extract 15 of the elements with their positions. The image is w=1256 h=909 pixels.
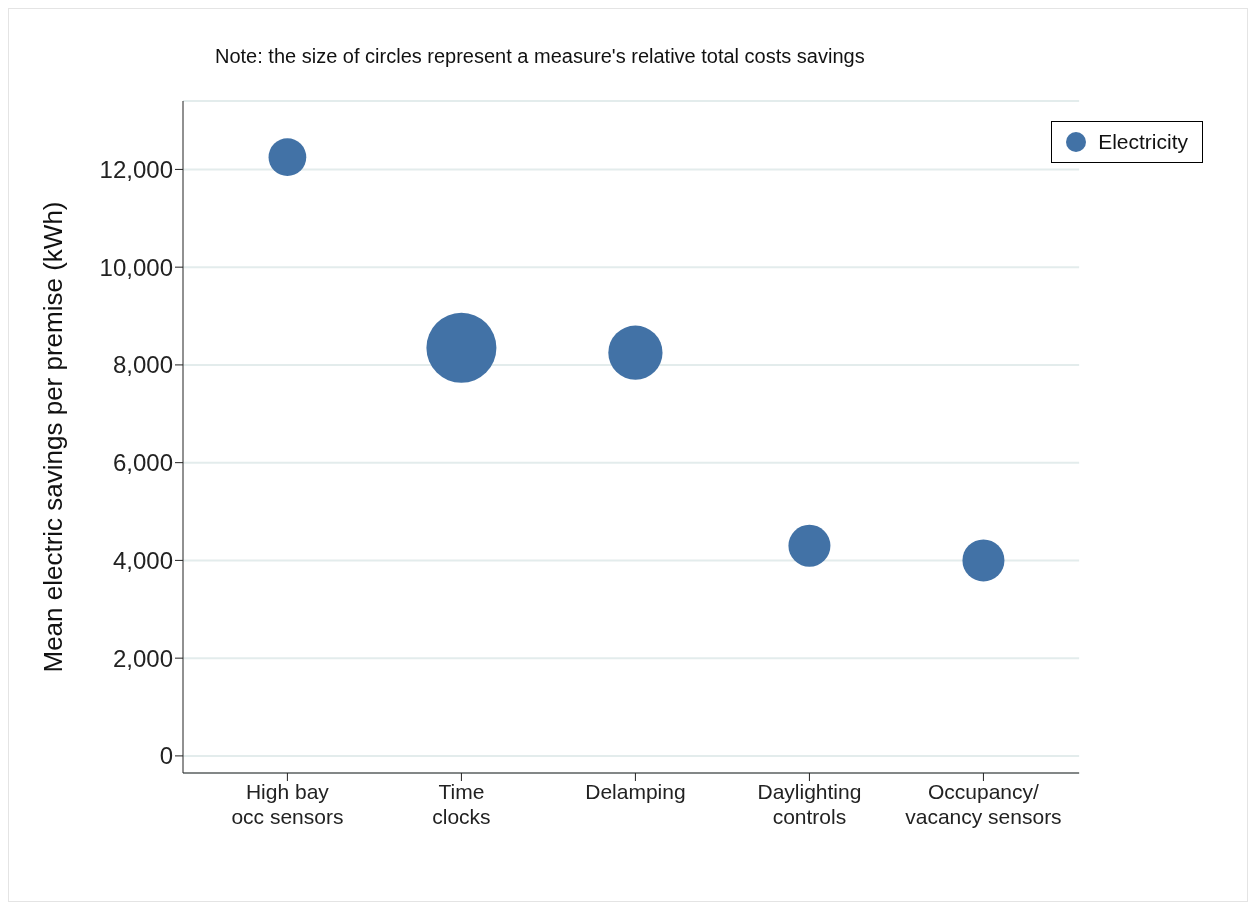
x-tick-label: Daylighting controls	[757, 780, 862, 828]
x-tick-label: Occupancy/ vacancy sensors	[905, 780, 1062, 828]
y-tick-label: 4,000	[112, 546, 173, 574]
y-tick-label: 12,000	[99, 155, 173, 183]
legend-label: Electricity	[1098, 130, 1188, 154]
y-tick-label: 2,000	[112, 644, 173, 672]
y-tick-label: 0	[159, 742, 173, 770]
x-tick-label: High bay occ sensors	[231, 780, 344, 828]
chart-title: Note: the size of circles represent a measure's relative total costs savings	[215, 45, 865, 68]
y-tick-label: 6,000	[112, 449, 173, 477]
y-tick-label: 10,000	[99, 253, 173, 281]
y-axis-title: Mean electric savings per premise (kWh)	[38, 201, 69, 673]
y-tick-label: 8,000	[112, 351, 173, 379]
x-tick-label: Delamping	[585, 780, 686, 803]
x-tick-label: Time clocks	[432, 780, 491, 828]
